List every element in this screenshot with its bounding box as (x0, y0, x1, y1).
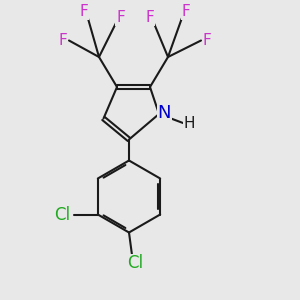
Text: F: F (182, 4, 190, 20)
Text: Cl: Cl (54, 206, 70, 224)
Text: F: F (146, 11, 154, 26)
Text: F: F (116, 11, 125, 26)
Text: F: F (202, 33, 211, 48)
Text: F: F (80, 4, 88, 20)
Text: F: F (58, 33, 67, 48)
Text: H: H (184, 116, 195, 130)
Text: Cl: Cl (127, 254, 143, 272)
Text: N: N (158, 103, 171, 122)
